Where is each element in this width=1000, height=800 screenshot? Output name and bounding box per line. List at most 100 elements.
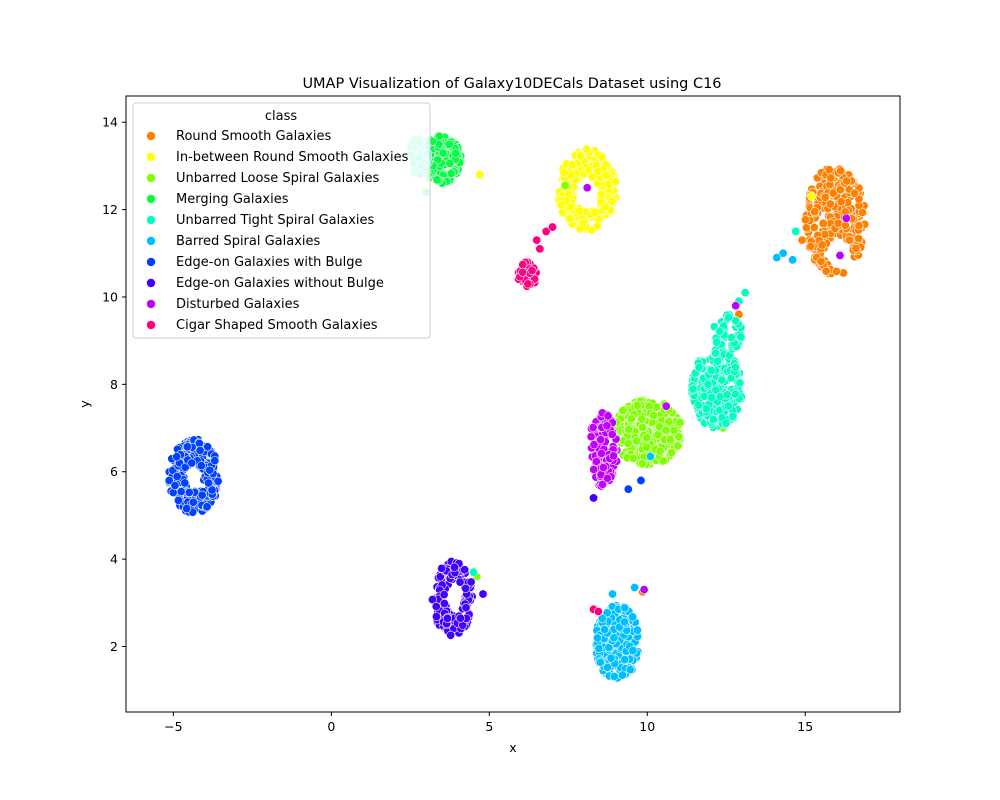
data-point <box>434 131 444 141</box>
data-point <box>731 301 741 311</box>
data-point <box>478 589 488 599</box>
data-point <box>594 644 604 654</box>
data-point <box>703 379 713 389</box>
legend-entry: Round Smooth Galaxies <box>176 129 331 144</box>
legend-marker <box>146 173 156 183</box>
data-point <box>213 476 223 486</box>
data-point <box>623 484 633 494</box>
x-tick-label: 10 <box>639 719 655 734</box>
data-point <box>645 451 655 461</box>
data-point <box>717 375 727 385</box>
data-point <box>589 464 599 474</box>
data-point <box>196 461 206 471</box>
data-point <box>461 583 471 593</box>
data-point <box>694 362 704 372</box>
series-6 <box>164 435 646 517</box>
data-point <box>653 430 663 440</box>
data-point <box>541 226 551 236</box>
data-point <box>172 471 182 481</box>
x-tick-label: 15 <box>797 719 813 734</box>
legend-title: class <box>265 109 297 124</box>
data-point <box>210 456 220 466</box>
data-point <box>444 139 454 149</box>
data-point <box>854 234 864 244</box>
data-point <box>603 411 613 421</box>
data-point <box>625 665 635 675</box>
data-point <box>523 279 533 289</box>
data-point <box>432 175 442 185</box>
data-point <box>642 442 652 452</box>
data-point <box>475 170 485 180</box>
data-point <box>195 446 205 456</box>
y-tick-label: 4 <box>110 552 118 567</box>
data-point <box>170 481 180 491</box>
data-point <box>203 478 213 488</box>
data-point <box>532 235 542 245</box>
data-point <box>724 401 734 411</box>
data-point <box>582 144 592 154</box>
data-point <box>661 425 671 435</box>
data-point <box>740 288 750 298</box>
chart-title: UMAP Visualization of Galaxy10DECals Dat… <box>302 76 721 92</box>
data-point <box>728 411 738 421</box>
data-point <box>673 441 683 451</box>
data-point <box>442 613 452 623</box>
x-tick-label: 0 <box>327 719 335 734</box>
data-point <box>609 671 619 681</box>
data-point <box>624 425 634 435</box>
legend-entry: In-between Round Smooth Galaxies <box>176 150 409 165</box>
data-point <box>623 438 633 448</box>
data-point <box>820 192 830 202</box>
data-point <box>658 456 668 466</box>
data-point <box>603 662 613 672</box>
data-point <box>461 603 471 613</box>
data-point <box>618 406 628 416</box>
data-point <box>836 166 846 176</box>
data-point <box>589 440 599 450</box>
data-point <box>582 183 592 193</box>
data-point <box>535 244 545 254</box>
legend-entry: Unbarred Loose Spiral Galaxies <box>176 171 379 186</box>
data-point <box>598 462 608 472</box>
data-point <box>578 218 588 228</box>
data-point <box>821 266 831 276</box>
data-point <box>721 418 731 428</box>
legend: class Round Smooth Galaxies In-between Ro… <box>132 102 431 339</box>
data-point <box>172 452 182 462</box>
data-point <box>675 418 685 428</box>
data-point <box>772 253 782 263</box>
data-point <box>596 448 606 458</box>
data-point <box>620 655 630 665</box>
data-point <box>637 414 647 424</box>
data-point <box>205 465 215 475</box>
data-point <box>607 196 617 206</box>
data-point <box>574 206 584 216</box>
legend-marker <box>146 131 156 141</box>
series-1 <box>475 144 817 235</box>
data-point <box>655 446 665 456</box>
data-point <box>619 617 629 627</box>
data-point <box>439 590 449 600</box>
data-point <box>596 435 606 445</box>
data-point <box>628 453 638 463</box>
data-point <box>589 493 599 503</box>
data-point <box>433 155 443 165</box>
data-point <box>455 613 465 623</box>
data-point <box>791 226 801 236</box>
data-point <box>427 595 437 605</box>
data-point <box>602 473 612 483</box>
data-point <box>566 202 576 212</box>
data-point <box>518 260 528 270</box>
data-point <box>666 447 676 457</box>
data-point <box>806 241 816 251</box>
data-point <box>449 562 459 572</box>
data-point <box>597 152 607 162</box>
series-0 <box>443 137 870 597</box>
data-point <box>854 221 864 231</box>
data-point <box>810 207 820 217</box>
legend-entry: Edge-on Galaxies without Bulge <box>176 276 384 291</box>
data-point <box>826 173 836 183</box>
data-point <box>173 495 183 505</box>
data-point <box>639 585 649 595</box>
